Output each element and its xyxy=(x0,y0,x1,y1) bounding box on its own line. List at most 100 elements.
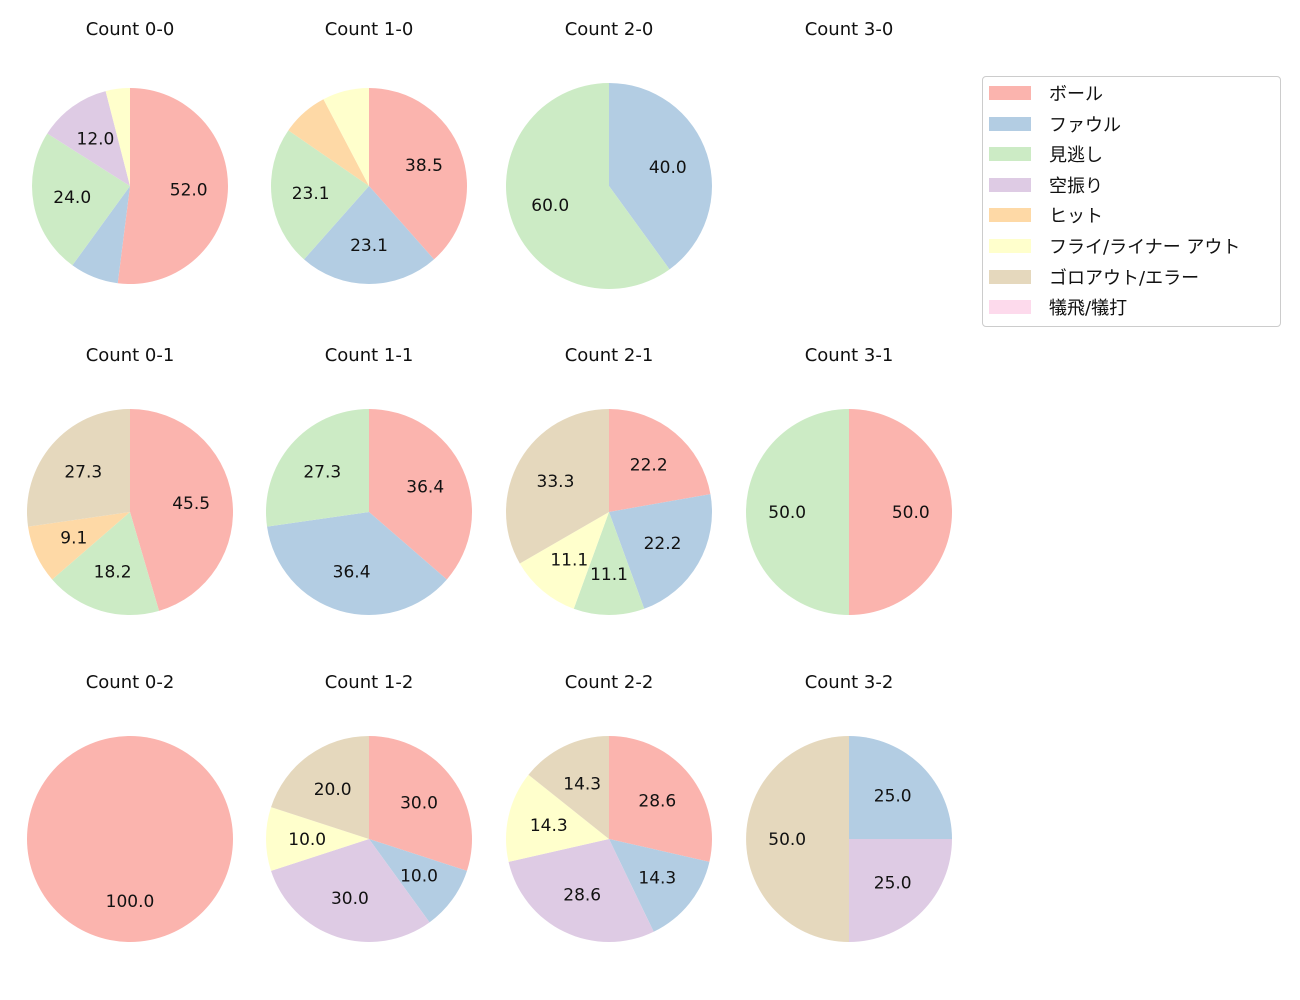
legend-item: 見逃し xyxy=(989,144,1103,166)
pie-slice xyxy=(288,99,369,186)
legend-swatch xyxy=(989,208,1031,223)
pie-slice xyxy=(746,409,849,615)
slice-label: 11.1 xyxy=(550,550,588,570)
legend-item: ファウル xyxy=(989,114,1121,136)
slice-label: 36.4 xyxy=(333,562,371,582)
slice-label: 36.4 xyxy=(406,477,444,497)
pie-slice xyxy=(265,807,369,871)
legend-item: ボール xyxy=(989,83,1103,105)
pie-slice xyxy=(849,409,952,615)
legend-swatch xyxy=(989,269,1031,284)
legend-label: 空振り xyxy=(1049,175,1103,197)
pie-slice xyxy=(47,91,131,186)
slice-label: 11.1 xyxy=(590,565,628,585)
pie-slice xyxy=(369,409,473,580)
pie-slice xyxy=(849,839,952,942)
slice-label: 25.0 xyxy=(874,786,912,806)
legend-swatch xyxy=(989,86,1031,100)
slice-label: 100.0 xyxy=(106,892,155,912)
pie-slice xyxy=(519,512,609,609)
pie-slice xyxy=(304,186,434,284)
pie-title: Count 3-0 xyxy=(805,19,894,40)
pie-slice xyxy=(117,87,229,285)
slice-label: 14.3 xyxy=(563,774,601,794)
slice-label: 10.0 xyxy=(400,866,438,886)
pie-slice xyxy=(27,736,233,942)
pie-slice xyxy=(369,88,468,260)
slice-label: 12.0 xyxy=(77,129,115,149)
legend-item: 空振り xyxy=(989,175,1103,197)
slice-label: 20.0 xyxy=(314,780,352,800)
pie-slice xyxy=(609,736,712,862)
legend-label: ファウル xyxy=(1049,114,1121,136)
pie-slice xyxy=(369,839,467,923)
pie-title: Count 3-1 xyxy=(805,345,894,366)
slice-label: 22.2 xyxy=(630,456,668,476)
pie-slice xyxy=(746,736,849,942)
slice-label: 14.3 xyxy=(530,816,568,836)
pie-title: Count 2-1 xyxy=(565,345,654,366)
legend-swatch xyxy=(989,177,1031,192)
legend-label: フライ/ライナー アウト xyxy=(1049,237,1241,258)
pie-title: Count 1-2 xyxy=(325,672,414,693)
slice-label: 14.3 xyxy=(638,869,676,889)
legend-item: ヒット xyxy=(989,205,1103,228)
pie-slice xyxy=(72,186,130,284)
pie-slice xyxy=(506,83,670,289)
pie-slice xyxy=(849,736,952,839)
legend: ボールファウル見逃し空振りヒットフライ/ライナー アウトゴロアウト/エラー犠飛/… xyxy=(982,76,1281,327)
slice-label: 27.3 xyxy=(64,463,102,483)
slice-label: 60.0 xyxy=(531,196,569,216)
slice-label: 22.2 xyxy=(644,534,682,554)
pie-slice xyxy=(271,130,369,260)
pie-slice xyxy=(28,512,130,580)
pie-title: Count 0-1 xyxy=(86,345,175,366)
pie-slice xyxy=(130,409,233,611)
slice-label: 30.0 xyxy=(400,794,438,814)
pie-slice xyxy=(609,409,711,512)
pie-slice xyxy=(573,512,645,615)
pie-title: Count 0-0 xyxy=(86,19,175,40)
pie-slice xyxy=(26,409,130,527)
pie-slice xyxy=(52,512,160,615)
slice-label: 28.6 xyxy=(563,886,601,906)
pie-title: Count 3-2 xyxy=(805,672,894,693)
pie-slice xyxy=(609,494,712,609)
pie-slice xyxy=(506,774,609,862)
pie-title: Count 2-0 xyxy=(565,19,654,40)
slice-label: 23.1 xyxy=(292,184,330,204)
legend-item: 犠飛/犠打 xyxy=(989,297,1128,320)
slice-label: 18.2 xyxy=(94,562,132,582)
pie-title: Count 1-1 xyxy=(325,345,414,366)
slice-label: 25.0 xyxy=(874,874,912,894)
slice-label: 9.1 xyxy=(60,529,87,549)
legend-swatch xyxy=(989,239,1031,253)
legend-item: ゴロアウト/エラー xyxy=(989,267,1199,289)
pie-slice xyxy=(609,83,713,270)
slice-label: 10.0 xyxy=(288,830,326,850)
pie-slice xyxy=(267,512,447,616)
slice-label: 45.5 xyxy=(172,494,210,514)
legend-label: 犠飛/犠打 xyxy=(1049,298,1128,320)
pie-slice xyxy=(266,409,369,527)
pie-slice xyxy=(105,88,130,186)
slice-label: 28.6 xyxy=(638,791,676,811)
slice-label: 50.0 xyxy=(892,503,930,523)
slice-label: 52.0 xyxy=(170,181,208,201)
pie-slice xyxy=(31,133,130,266)
pie-slice xyxy=(528,736,609,839)
slice-label: 33.3 xyxy=(537,472,575,492)
legend-label: ヒット xyxy=(1049,206,1103,228)
pie-slice xyxy=(369,736,473,871)
slice-label: 23.1 xyxy=(350,236,388,256)
pie-slice xyxy=(508,839,654,943)
pie-slice xyxy=(609,839,710,932)
legend-swatch xyxy=(989,300,1031,315)
pie-slice xyxy=(271,736,369,839)
slice-label: 30.0 xyxy=(331,889,369,909)
legend-item: フライ/ライナー アウト xyxy=(989,236,1241,258)
pie-title: Count 1-0 xyxy=(325,19,414,40)
pie-title: Count 2-2 xyxy=(565,672,654,693)
